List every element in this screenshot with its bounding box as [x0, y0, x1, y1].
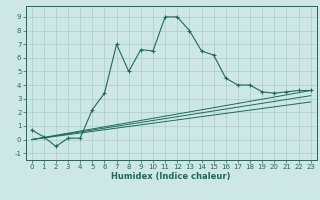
X-axis label: Humidex (Indice chaleur): Humidex (Indice chaleur)	[111, 172, 231, 181]
